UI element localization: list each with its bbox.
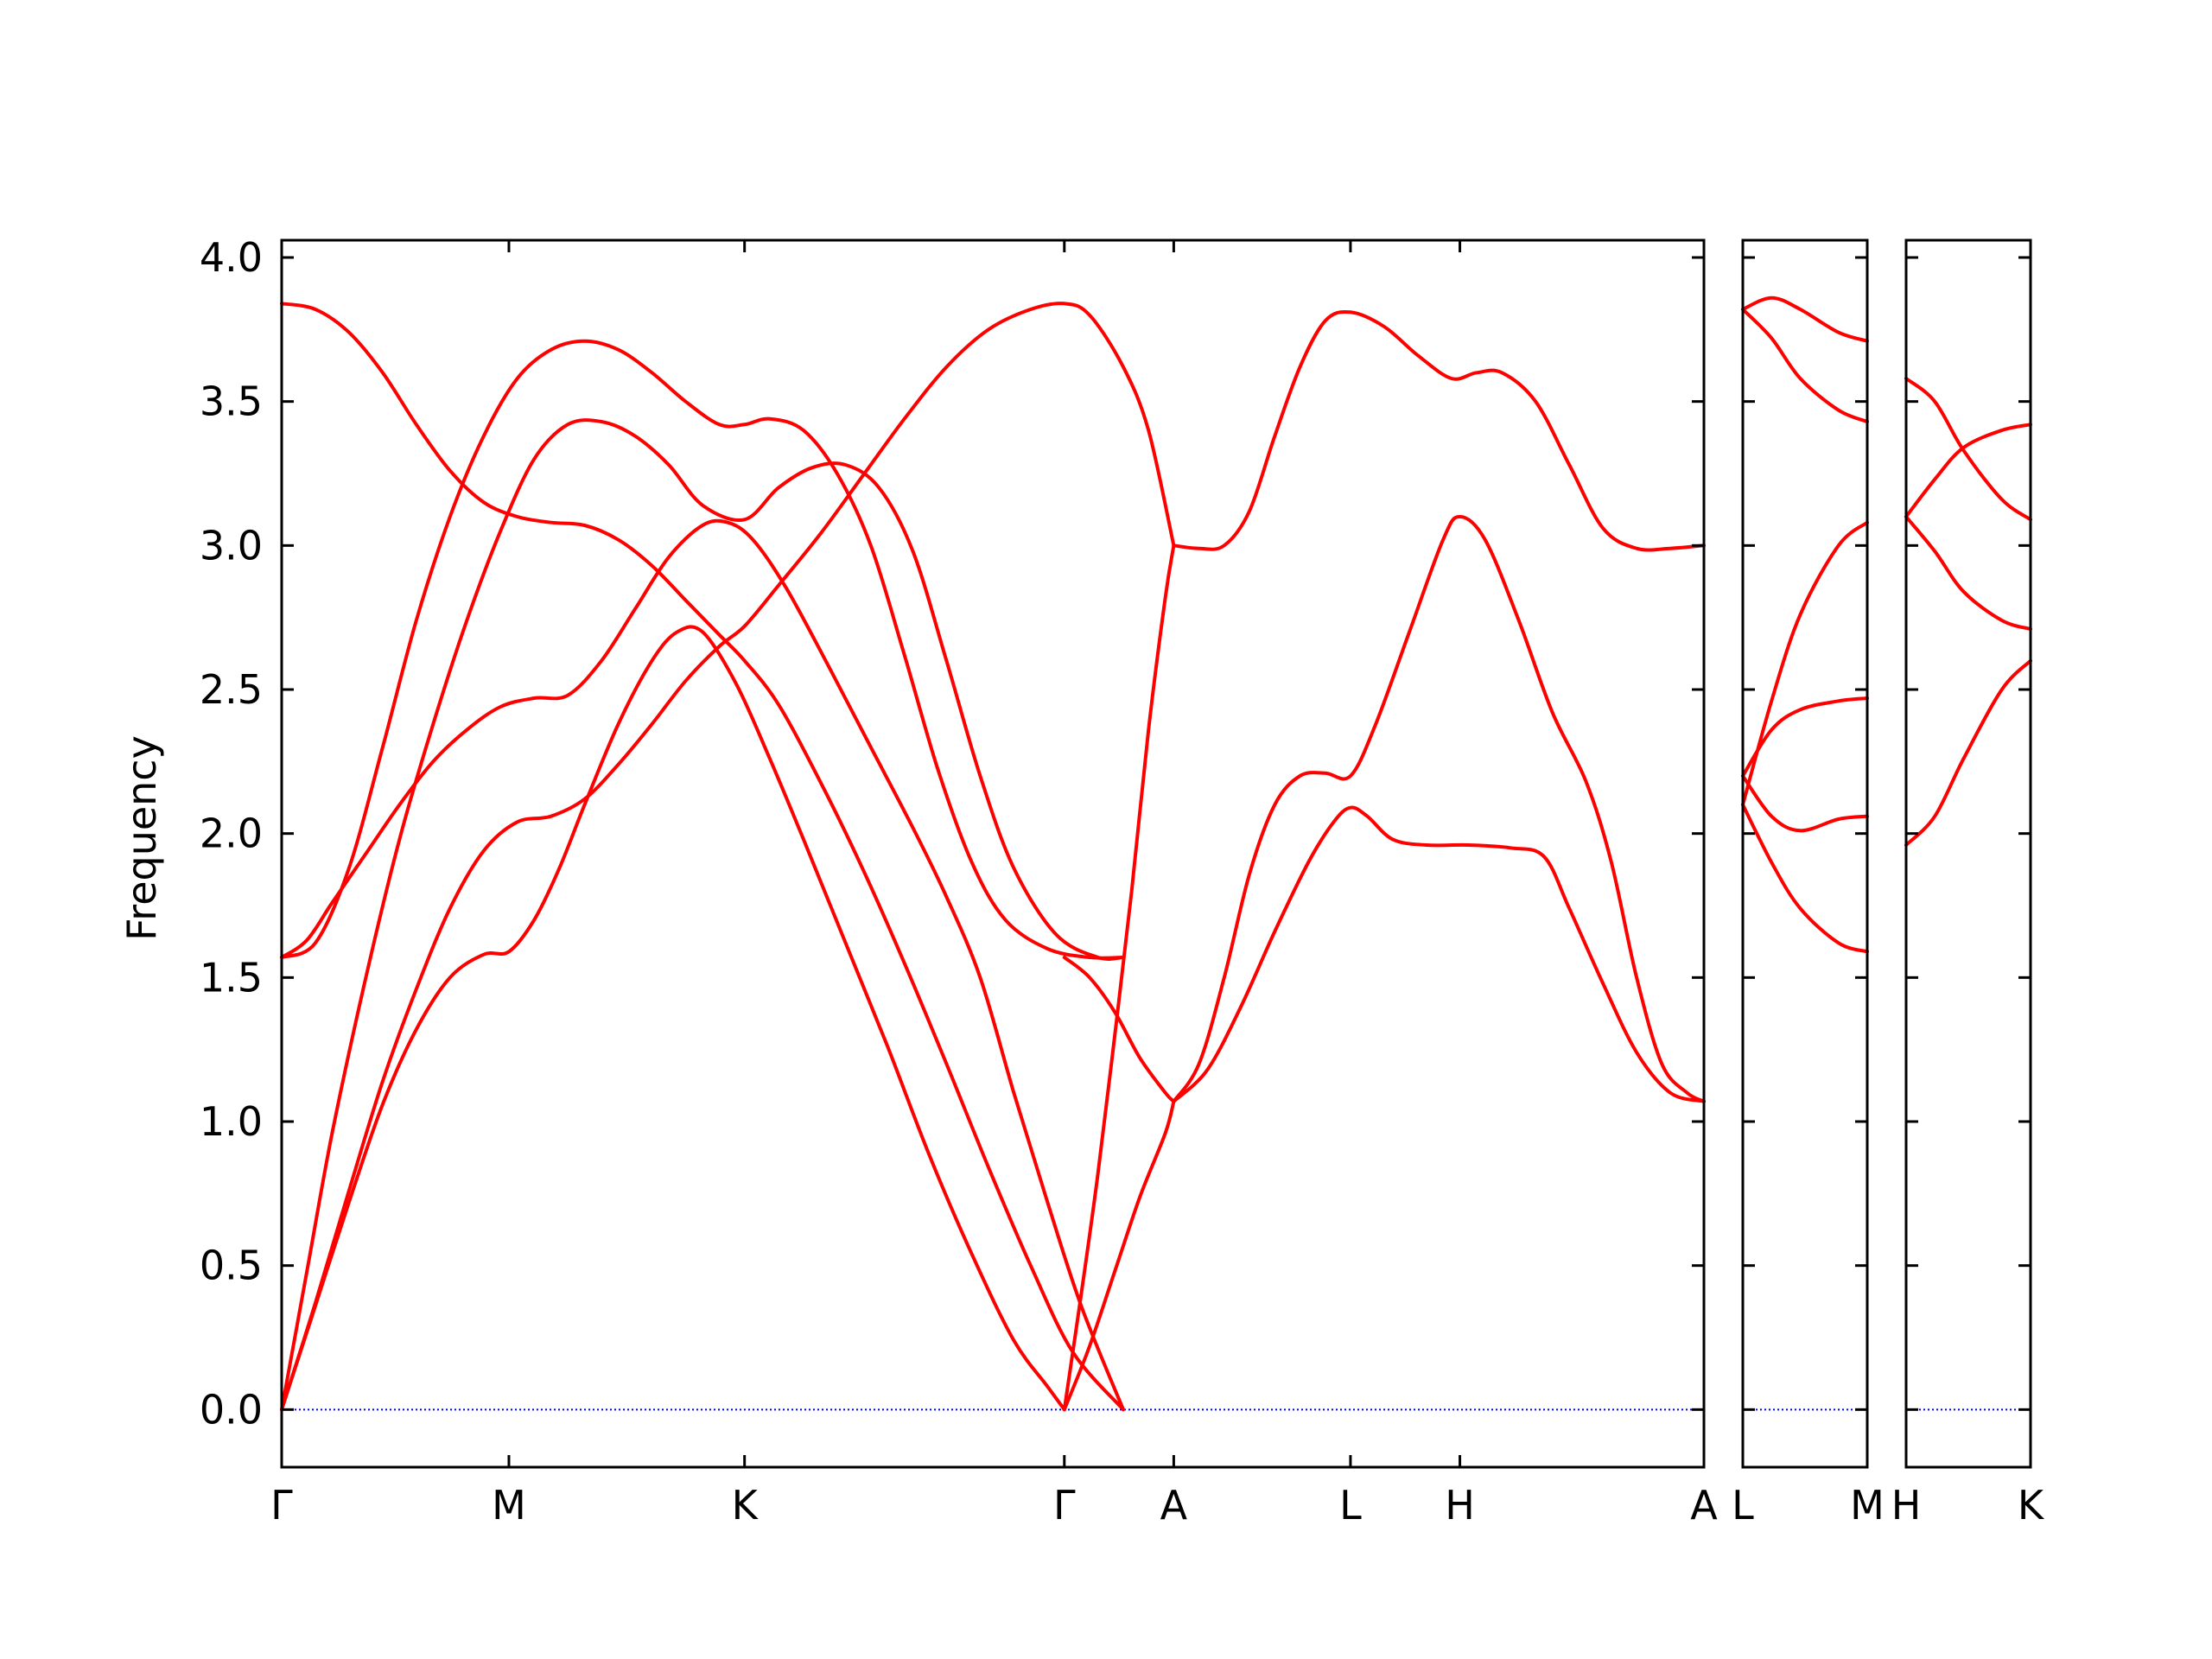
x-tick-label: H: [1445, 1482, 1475, 1529]
band-line-3: [1741, 520, 1869, 807]
band-line-12: [1172, 805, 1706, 1103]
y-tick-label: 4.0: [200, 234, 263, 281]
band-line-1: [1904, 377, 2032, 522]
band-line-4: [280, 302, 1125, 1412]
x-tick-label: K: [2018, 1482, 2045, 1529]
band-line-6: [1741, 803, 1869, 954]
y-tick-label: 0.0: [200, 1386, 263, 1433]
band-line-4: [1904, 658, 2032, 847]
band-line-8: [1062, 1099, 1176, 1412]
band-line-5: [1741, 774, 1869, 833]
x-tick-label: L: [1732, 1482, 1754, 1529]
plot-panel-main: 0.0 0.5 1.0 1.5 2.0 2.5 3.0 3.5 4.0 Γ M K Γ A L H A: [200, 234, 1718, 1529]
band-line-2: [1741, 308, 1869, 423]
band-line-7: [1062, 543, 1176, 1412]
band-line-2: [1904, 423, 2032, 518]
y-tick-label: 1.0: [200, 1098, 263, 1145]
y-tick-label: 1.5: [200, 954, 263, 1001]
x-tick-label: M: [492, 1482, 526, 1529]
band-line-9: [1062, 956, 1176, 1103]
band-line-3: [280, 518, 1125, 1412]
band-line-5: [280, 302, 1176, 1412]
x-tick-label: Γ: [1053, 1482, 1076, 1529]
y-tick-label: 2.0: [200, 810, 263, 857]
plot-frame: [1741, 238, 1869, 1469]
plot-frame: [280, 238, 1706, 1469]
x-tick-label: M: [1850, 1482, 1885, 1529]
band-line-1: [1741, 296, 1869, 343]
y-axis-label: Frequency: [118, 735, 165, 941]
band-line-2: [280, 339, 1125, 960]
x-tick-label: A: [1690, 1482, 1718, 1529]
band-line-10: [1172, 309, 1706, 552]
x-tick-label: K: [732, 1482, 760, 1529]
band-line-6: [280, 625, 1066, 1412]
band-line-11: [1172, 515, 1706, 1103]
band-line-3: [1904, 515, 2032, 631]
x-tick-label: L: [1339, 1482, 1362, 1529]
y-tick-label: 3.5: [200, 378, 263, 425]
plot-frame: [1904, 238, 2032, 1469]
band-line-4: [1741, 696, 1869, 778]
band-line-1: [280, 418, 1125, 1412]
y-tick-label: 2.5: [200, 666, 263, 713]
y-tick-label: 3.0: [200, 522, 263, 569]
x-tick-label: H: [1891, 1482, 1922, 1529]
x-tick-label: Γ: [270, 1482, 293, 1529]
y-tick-label: 0.5: [200, 1243, 263, 1289]
x-tick-label: A: [1160, 1482, 1188, 1529]
